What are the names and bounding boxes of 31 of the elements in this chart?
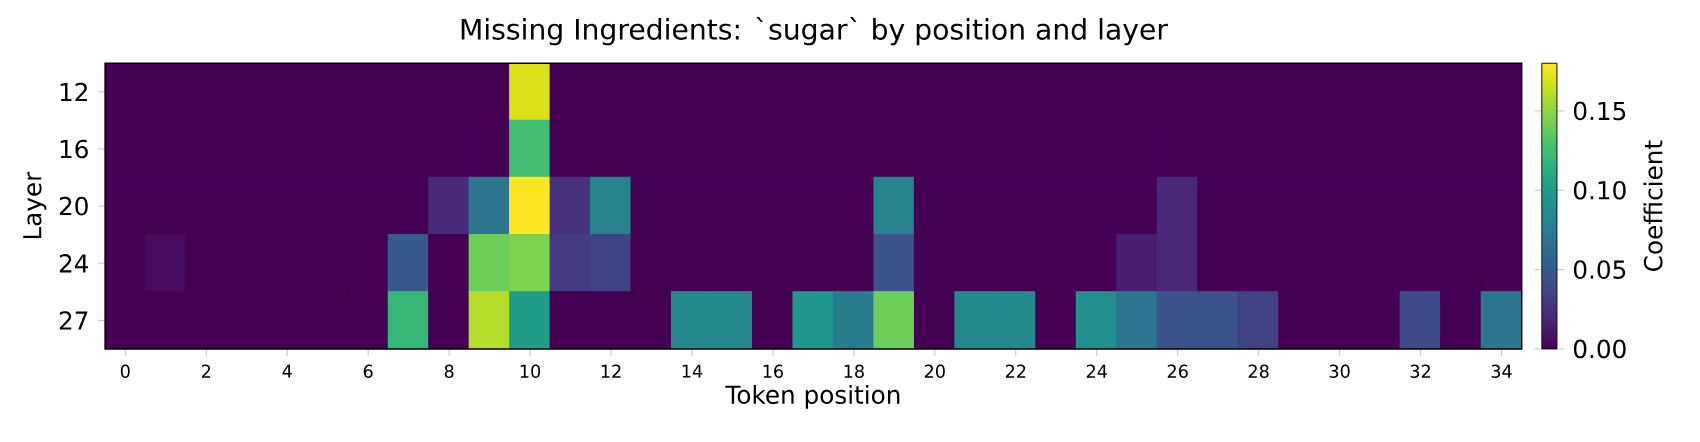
x-tick-label: 24 (1086, 364, 1107, 378)
x-tick-label: 16 (763, 364, 784, 378)
x-tick-label: 22 (1005, 364, 1026, 378)
x-tick-label: 18 (844, 364, 864, 378)
x-tick-label: 14 (682, 364, 703, 378)
x-tick-label: 26 (1167, 364, 1188, 378)
color-bar-label: 0.00 (1573, 339, 1626, 359)
x-tick-label: 8 (444, 364, 454, 378)
y-tick-label: 12 (60, 82, 87, 102)
x-tick-label: 2 (201, 364, 211, 378)
x-tick-label: 34 (1491, 364, 1512, 378)
color-bar-label: 0.15 (1573, 101, 1626, 121)
x-tick-label: 10 (520, 364, 541, 378)
y-axis-title: Layer (23, 171, 47, 239)
color-bar-label: 0.10 (1573, 180, 1626, 200)
x-tick-label: 30 (1329, 364, 1350, 378)
color-bar-title: Coefficient (1643, 140, 1663, 271)
y-tick-label: 16 (60, 139, 88, 159)
x-tick-label: 4 (282, 364, 292, 378)
x-axis-title: Token position (725, 384, 900, 409)
x-tick-label: 28 (1248, 364, 1269, 378)
color-bar-label: 0.05 (1573, 260, 1626, 279)
x-tick-label: 32 (1410, 364, 1430, 378)
x-tick-label: 20 (924, 364, 945, 378)
x-tick-label: 6 (363, 364, 373, 378)
y-tick-label: 24 (59, 254, 89, 273)
y-tick-label: 27 (59, 311, 88, 330)
x-tick-label: 0 (120, 364, 130, 378)
y-tick-label: 20 (59, 196, 88, 216)
x-tick-label: 12 (601, 364, 621, 378)
chart-title: Missing Ingredients: `sugar` by position and layer (461, 16, 1168, 46)
